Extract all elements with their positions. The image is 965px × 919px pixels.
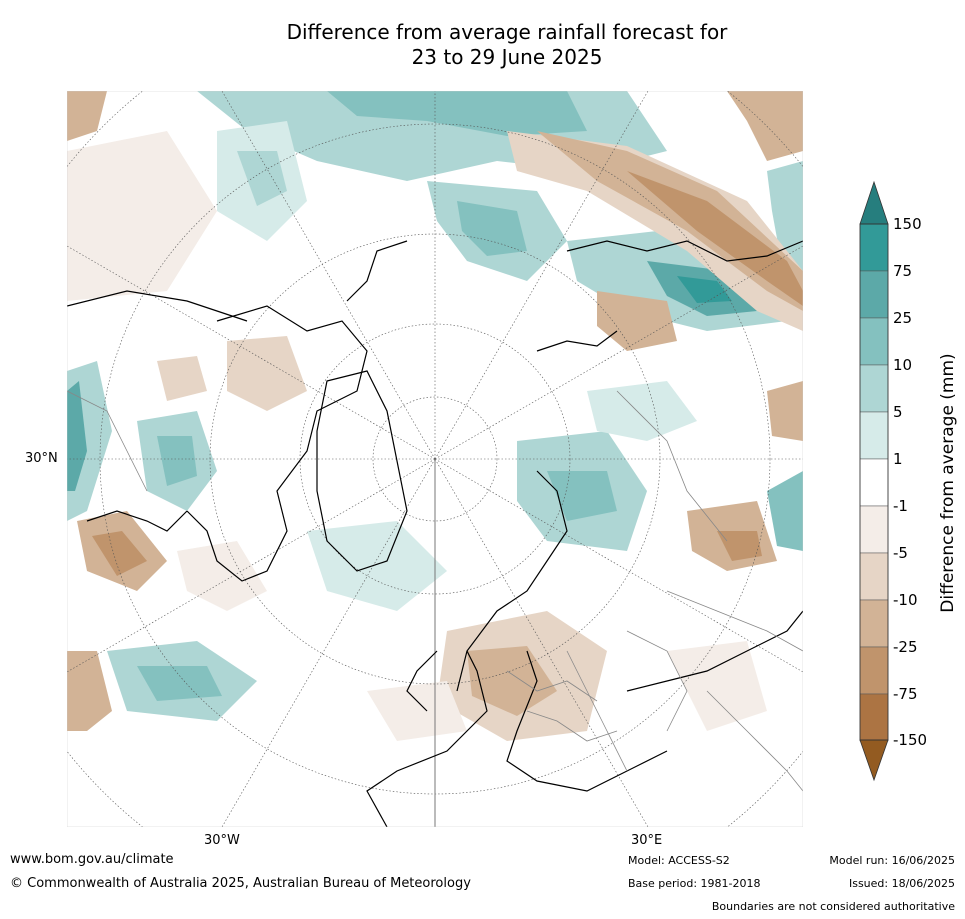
footer-copyright: © Commonwealth of Australia 2025, Austra… <box>10 876 471 891</box>
colorbar-bin <box>859 317 889 366</box>
footer-base-period: Base period: 1981-2018 <box>628 877 761 890</box>
colorbar-tick-minus-5: -5 <box>893 544 908 562</box>
rainfall-anomaly-map <box>67 91 803 827</box>
footer-website-link[interactable]: www.bom.gov.au/climate <box>10 852 174 867</box>
colorbar-bin <box>859 270 889 319</box>
colorbar-tick-10: 10 <box>893 356 913 374</box>
colorbar <box>855 180 893 788</box>
footer-model-run: Model run: 16/06/2025 <box>829 854 955 867</box>
colorbar-tick-1: 1 <box>893 450 903 468</box>
colorbar-tick-minus-10: -10 <box>893 591 918 609</box>
footer-disclaimer: Boundaries are not considered authoritat… <box>711 900 955 913</box>
colorbar-tick-minus-150: -150 <box>893 731 928 749</box>
colorbar-bin <box>859 411 889 460</box>
longitude-label-30e: 30°E <box>631 833 663 848</box>
colorbar-bin <box>859 599 889 648</box>
colorbar-tick-minus-75: -75 <box>893 685 918 703</box>
colorbar-bottom-arrow <box>859 739 889 782</box>
dry-anomaly-regions <box>67 91 803 741</box>
colorbar-tick-minus-1: -1 <box>893 497 908 515</box>
colorbar-top-arrow <box>859 180 889 225</box>
colorbar-tick-minus-25: -25 <box>893 638 918 656</box>
colorbar-tick-75: 75 <box>893 262 913 280</box>
country-borders <box>67 390 803 792</box>
colorbar-tick-25: 25 <box>893 309 913 327</box>
latitude-label-30n: 30°N <box>25 451 58 466</box>
title-line-1: Difference from average rainfall forecas… <box>286 20 728 44</box>
title-line-2: 23 to 29 June 2025 <box>411 45 603 69</box>
graticule <box>67 91 803 827</box>
footer-issued: Issued: 18/06/2025 <box>848 877 955 890</box>
colorbar-bin <box>859 458 889 507</box>
colorbar-bin <box>859 646 889 695</box>
longitude-label-30w: 30°W <box>204 833 240 848</box>
colorbar-title: Difference from average (mm) <box>938 353 958 613</box>
colorbar-tick-5: 5 <box>893 403 903 421</box>
footer-model: Model: ACCESS-S2 <box>628 854 730 867</box>
colorbar-bin <box>859 223 889 272</box>
colorbar-bin <box>859 693 889 742</box>
colorbar-bin <box>859 552 889 601</box>
coastlines <box>67 240 803 827</box>
map-title: Difference from average rainfall forecas… <box>0 20 965 70</box>
colorbar-tick-150: 150 <box>893 215 922 233</box>
colorbar-bin <box>859 505 889 554</box>
colorbar-bin <box>859 364 889 413</box>
